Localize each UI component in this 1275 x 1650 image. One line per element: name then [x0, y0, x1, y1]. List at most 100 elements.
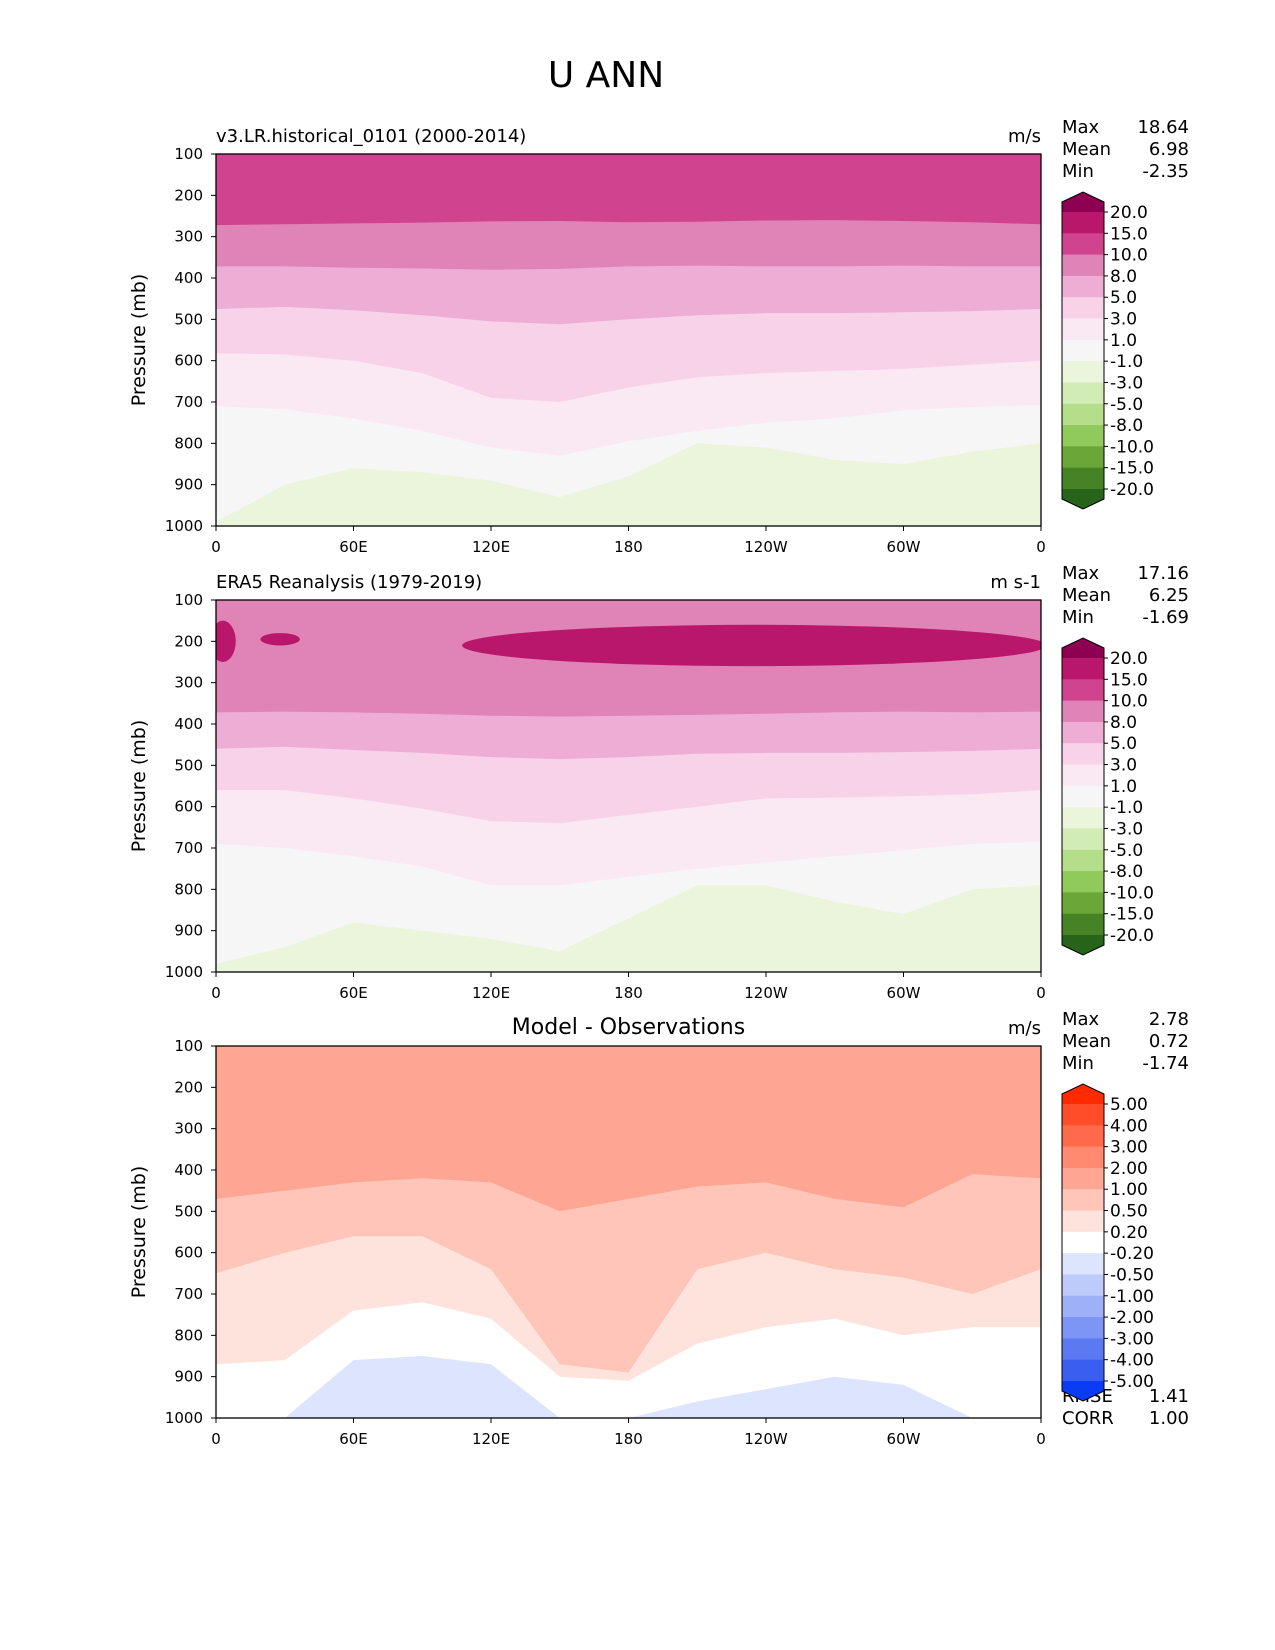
observations-stat-max-label: Max	[1062, 563, 1100, 584]
observations-colorbar-band-9	[1062, 849, 1104, 872]
model-xtick-label-2: 120E	[472, 538, 510, 556]
observations-colorbar-label-7: -1.0	[1110, 798, 1143, 818]
observations-title: ERA5 Reanalysis (1979-2019)	[216, 572, 482, 593]
difference-colorbar-band-0	[1062, 1104, 1104, 1126]
observations-band-4	[216, 885, 1041, 972]
observations-ylabel: Pressure (mb)	[128, 720, 150, 853]
model-colorbar-label-0: 20.0	[1110, 203, 1148, 223]
difference-colorbar-band-5	[1062, 1210, 1104, 1233]
difference-colorbar-band-1	[1062, 1125, 1104, 1148]
observations-xtick-label-6: 0	[1036, 984, 1046, 1002]
difference-colorbar-band-3	[1062, 1167, 1104, 1190]
model-ytick-label-4: 500	[174, 310, 203, 328]
model-colorbar-label-3: 8.0	[1110, 267, 1137, 287]
difference-ytick-label-0: 100	[174, 1037, 203, 1055]
observations-colorbar-extend-max	[1062, 638, 1104, 658]
observations-colorbar-label-2: 10.0	[1110, 692, 1148, 712]
model-xtick-label-5: 60W	[887, 538, 921, 556]
model-stat-max-value: 18.64	[1137, 117, 1189, 138]
observations-colorbar-extend-min	[1062, 935, 1104, 955]
difference-ytick-label-5: 600	[174, 1244, 203, 1262]
difference-ytick-label-6: 700	[174, 1285, 203, 1303]
difference-colorbar-label-2: 3.00	[1110, 1138, 1148, 1158]
model-colorbar-band-12	[1062, 467, 1104, 490]
model-stat-max-label: Max	[1062, 117, 1100, 138]
observations-ytick-label-1: 200	[174, 632, 203, 650]
difference-band-3	[216, 1356, 1041, 1418]
difference-xtick-label-3: 180	[614, 1430, 643, 1448]
observations-stat-mean-label: Mean	[1062, 585, 1111, 606]
model-colorbar-band-2	[1062, 254, 1104, 277]
difference-xtick-label-4: 120W	[744, 1430, 788, 1448]
model-xtick-label-0: 0	[211, 538, 221, 556]
model-xtick-label-3: 180	[614, 538, 643, 556]
model-ytick-label-9: 1000	[165, 517, 203, 535]
difference-colorbar-band-12	[1062, 1359, 1104, 1382]
difference-colorbar-label-9: -1.00	[1110, 1287, 1154, 1307]
observations-colorbar-label-1: 15.0	[1110, 670, 1148, 690]
model-colorbar-label-8: -3.0	[1110, 373, 1143, 393]
observations-field	[216, 600, 1041, 972]
model-ytick-label-3: 400	[174, 269, 203, 287]
observations-jet-core-2	[260, 633, 300, 646]
difference-ytick-label-4: 500	[174, 1202, 203, 1220]
observations-xtick-label-4: 120W	[744, 984, 788, 1002]
observations-colorbar-label-0: 20.0	[1110, 649, 1148, 669]
observations-colorbar-label-6: 1.0	[1110, 777, 1137, 797]
observations-xtick-label-1: 60E	[339, 984, 368, 1002]
observations-plot: 100 200 300 400 500 600 700 800 900 1000 0 60E 120E 1…	[128, 563, 1189, 1002]
difference-colorbar-label-0: 5.00	[1110, 1095, 1148, 1115]
model-ytick-label-0: 100	[174, 145, 203, 163]
difference-colorbar-band-7	[1062, 1253, 1104, 1275]
model-colorbar-band-11	[1062, 446, 1104, 469]
model-colorbar-label-5: 3.0	[1110, 310, 1137, 330]
difference-ytick-label-9: 1000	[165, 1409, 203, 1427]
observations-colorbar-band-10	[1062, 871, 1104, 893]
observations-colorbar-label-13: -20.0	[1110, 926, 1154, 946]
difference-colorbar-band-2	[1062, 1146, 1104, 1169]
observations-colorbar-band-6	[1062, 785, 1104, 808]
observations-ytick-label-3: 400	[174, 715, 203, 733]
difference-colorbar-label-10: -2.00	[1110, 1308, 1154, 1328]
observations-ytick-label-4: 500	[174, 756, 203, 774]
model-colorbar-band-8	[1062, 382, 1104, 405]
observations-colorbar-band-8	[1062, 828, 1104, 851]
difference-ytick-label-1: 200	[174, 1078, 203, 1096]
observations-xtick-label-5: 60W	[887, 984, 921, 1002]
model-ytick-label-6: 700	[174, 393, 203, 411]
difference-colorbar-band-10	[1062, 1317, 1104, 1339]
difference-stat-corr-value: 1.00	[1149, 1408, 1189, 1429]
difference-colorbar: 5.004.003.002.001.000.500.20-0.20-0.50-1…	[1061, 1083, 1154, 1402]
observations-xtick-label-2: 120E	[472, 984, 510, 1002]
difference-colorbar-label-13: -5.00	[1110, 1372, 1154, 1392]
observations-colorbar-label-11: -10.0	[1110, 883, 1154, 903]
observations-colorbar-band-7	[1062, 807, 1104, 829]
observations-stat-mean-value: 6.25	[1149, 585, 1189, 606]
difference-stat-max-value: 2.78	[1149, 1009, 1189, 1030]
model-colorbar-band-7	[1062, 361, 1104, 383]
model-stat-mean-label: Mean	[1062, 139, 1111, 160]
observations-colorbar-label-4: 5.0	[1110, 734, 1137, 754]
difference-colorbar-label-1: 4.00	[1110, 1116, 1148, 1136]
observations-colorbar: 20.015.010.08.05.03.01.0-1.0-3.0-5.0-8.0…	[1061, 637, 1154, 956]
difference-colorbar-band-11	[1062, 1338, 1104, 1361]
difference-colorbar-label-6: 0.20	[1110, 1223, 1148, 1243]
model-ytick-label-8: 900	[174, 476, 203, 494]
model-colorbar-extend-min	[1062, 489, 1104, 509]
observations-ytick-label-8: 900	[174, 922, 203, 940]
model-colorbar-label-4: 5.0	[1110, 288, 1137, 308]
observations-stat-min-value: -1.69	[1142, 607, 1189, 628]
difference-colorbar-outline	[1061, 1083, 1105, 1402]
model-ylabel: Pressure (mb)	[128, 274, 150, 407]
model-stat-min-value: -2.35	[1142, 161, 1189, 182]
model-colorbar-label-1: 15.0	[1110, 224, 1148, 244]
model-colorbar: 20.015.010.08.05.03.01.0-1.0-3.0-5.0-8.0…	[1061, 191, 1154, 510]
observations-ytick-label-5: 600	[174, 798, 203, 816]
model-xtick-label-4: 120W	[744, 538, 788, 556]
observations-ytick-label-9: 1000	[165, 963, 203, 981]
observations-colorbar-band-3	[1062, 721, 1104, 744]
model-units: m/s	[1008, 126, 1041, 147]
difference-stat-mean-value: 0.72	[1149, 1031, 1189, 1052]
difference-colorbar-band-4	[1062, 1189, 1104, 1212]
model-colorbar-label-12: -15.0	[1110, 459, 1154, 479]
